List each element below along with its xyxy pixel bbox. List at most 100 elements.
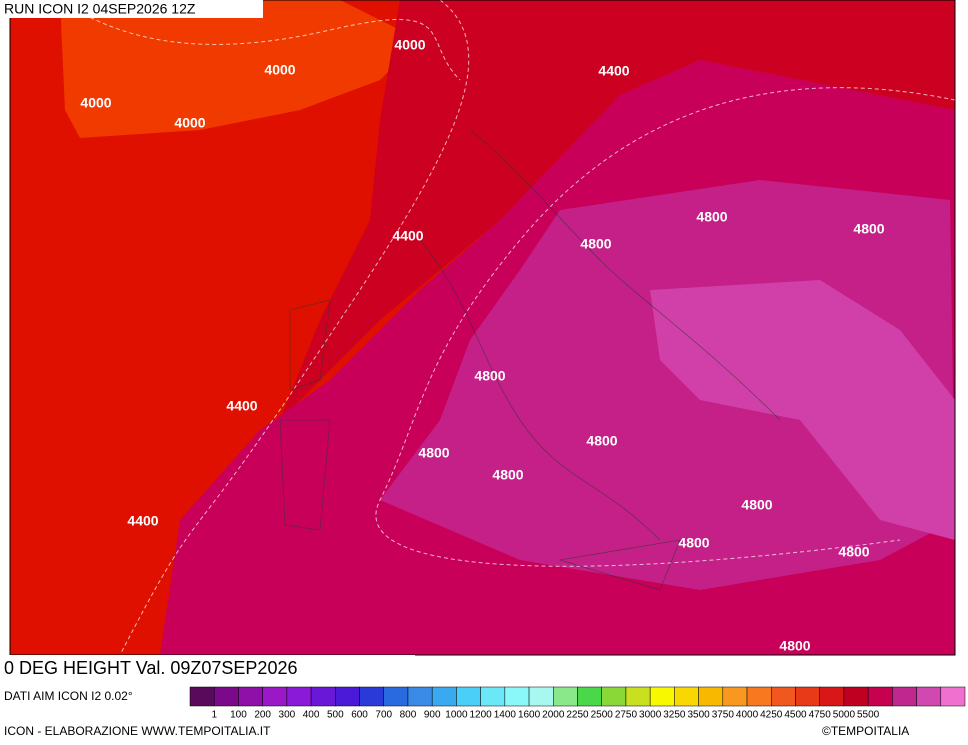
run-label: RUN ICON I2 04SEP2026 12Z: [4, 1, 196, 17]
color-swatch: [819, 686, 845, 707]
region: [650, 280, 955, 540]
contour-label: 4000: [80, 95, 111, 111]
source: DATI AIM ICON I2 0.02°: [4, 689, 133, 703]
run-box: [0, 0, 263, 18]
legend-label: 1: [211, 710, 217, 721]
legend-label: 3500: [687, 710, 710, 721]
legend-label: 400: [303, 710, 320, 721]
legend-label: 3250: [663, 710, 686, 721]
color-swatch: [601, 686, 627, 707]
color-swatch: [553, 686, 578, 707]
color-swatch: [916, 686, 942, 707]
legend-label: 200: [254, 710, 271, 721]
legend-label: 4500: [784, 710, 807, 721]
contour-label: 4000: [174, 115, 205, 131]
legend-label: 2000: [542, 710, 565, 721]
color-swatch: [698, 686, 724, 707]
legend-label: 100: [230, 710, 247, 721]
contour-label: 4400: [226, 398, 257, 414]
contours: [59, 0, 956, 656]
color-swatch: [649, 686, 675, 707]
legend-label: 2250: [566, 710, 589, 721]
color-swatch: [431, 686, 457, 707]
legend-label: 4250: [760, 710, 783, 721]
contour-label: 4800: [678, 535, 709, 551]
color-swatch: [625, 686, 651, 707]
legend-label: 700: [375, 710, 392, 721]
legend-label: 300: [279, 710, 296, 721]
color-swatch: [189, 686, 215, 707]
contour-label: 4800: [779, 638, 810, 654]
color-swatch: [892, 686, 917, 707]
color-swatch: [746, 686, 772, 707]
contour-label: 4800: [838, 544, 869, 560]
color-swatch: [383, 686, 409, 707]
contour-label: 4400: [392, 228, 423, 244]
color-swatch: [504, 686, 530, 707]
legend-label: 3000: [639, 710, 662, 721]
color-swatch: [722, 686, 748, 707]
map: 4000 4000 4000 4000 4400 4400 4400 4400 …: [9, 0, 956, 656]
region: [60, 0, 420, 138]
coastline: [419, 129, 781, 541]
color-swatch: [238, 686, 263, 707]
contour-label: 4800: [741, 497, 772, 513]
color-swatch: [262, 686, 288, 707]
contour-label: 4000: [394, 37, 425, 53]
color-swatch: [310, 686, 336, 707]
color-swatch: [528, 686, 554, 707]
contour-label: 4800: [474, 368, 505, 384]
contour-label: 4800: [696, 209, 727, 225]
legend-label: 4000: [736, 710, 759, 721]
legend-label: 900: [424, 710, 441, 721]
contour-label: 4800: [580, 236, 611, 252]
color-swatch: [843, 686, 869, 707]
legend-label: 2750: [615, 710, 638, 721]
color-swatch: [213, 686, 239, 707]
color-swatch: [674, 686, 699, 707]
island: [559, 539, 681, 591]
color-swatch: [577, 686, 602, 707]
contour-line: [375, 87, 956, 567]
contour-label: 4800: [418, 445, 449, 461]
contour-label: 4400: [127, 513, 158, 529]
color-swatch: [795, 686, 820, 707]
legend-label: 5000: [833, 710, 856, 721]
color-swatch: [359, 686, 384, 707]
color-swatch: [867, 686, 893, 707]
legend-label: 800: [400, 710, 417, 721]
map-title: 0 DEG HEIGHT Val. 09Z07SEP2026: [4, 658, 297, 678]
legend-label: 2500: [591, 710, 614, 721]
color-swatch: [407, 686, 433, 707]
colorbar: 1 100 200 300 400 500 600 700 800 900 1000 1200 1400…: [189, 686, 966, 721]
coastlines: [279, 129, 781, 591]
color-swatch: [771, 686, 796, 707]
legend-label: 1000: [445, 710, 468, 721]
legend-label: 600: [351, 710, 368, 721]
credit: ICON - ELABORAZIONE WWW.TEMPOITALIA.IT: [4, 724, 271, 738]
contour-label: 4800: [586, 433, 617, 449]
color-swatch: [940, 686, 966, 707]
legend-label: 1600: [518, 710, 541, 721]
color-swatch: [335, 686, 360, 707]
contour-line: [119, 0, 470, 656]
contour-label: 4800: [492, 467, 523, 483]
copyright: ©TEMPOITALIA: [822, 724, 909, 738]
legend-label: 1200: [470, 710, 493, 721]
contour-label: 4800: [853, 221, 884, 237]
region: [280, 0, 955, 420]
contour-label: 4000: [264, 62, 295, 78]
contour-line: [59, 0, 461, 81]
legend-label: 5500: [857, 710, 880, 721]
contour-label: 4400: [598, 63, 629, 79]
legend-label: 4750: [809, 710, 832, 721]
legend-label: 1400: [494, 710, 517, 721]
map-frame: [9, 0, 956, 656]
color-swatch: [286, 686, 312, 707]
color-swatch: [456, 686, 481, 707]
island: [279, 299, 331, 531]
color-swatch: [480, 686, 506, 707]
legend-label: 3750: [712, 710, 735, 721]
